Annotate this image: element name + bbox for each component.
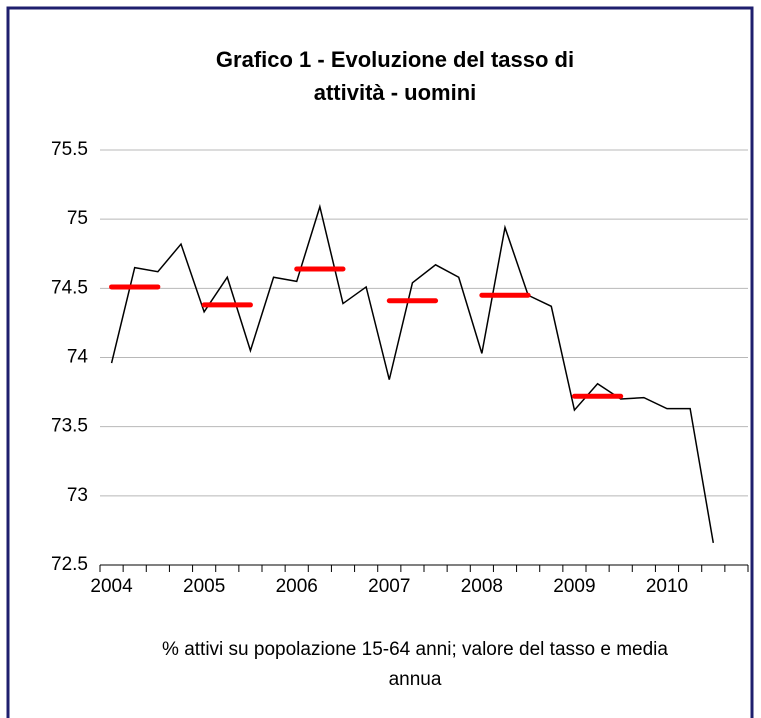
frame (6, 6, 754, 718)
x-tick-label: 2010 (646, 576, 688, 597)
x-tick-label: 2004 (90, 576, 133, 597)
y-tick-label: 73.5 (51, 416, 88, 437)
x-tick-label: 2007 (368, 576, 410, 597)
y-tick-label: 74 (67, 347, 89, 368)
chart-title: attività - uomini (314, 80, 477, 105)
x-tick-label: 2008 (461, 576, 503, 597)
caption: % attivi su popolazione 15-64 anni; valo… (162, 639, 668, 660)
y-tick-label: 73 (67, 485, 88, 506)
y-tick-label: 75 (67, 208, 88, 229)
x-tick-label: 2006 (276, 576, 318, 597)
x-tick-label: 2009 (553, 576, 595, 597)
y-tick-label: 74.5 (51, 277, 88, 298)
y-tick-label: 72.5 (51, 554, 88, 575)
data-line (110, 203, 715, 543)
y-tick-label: 75.5 (51, 139, 88, 160)
chart-title: Grafico 1 - Evoluzione del tasso di (216, 47, 574, 72)
x-tick-label: 2005 (183, 576, 225, 597)
caption: annua (389, 669, 442, 690)
